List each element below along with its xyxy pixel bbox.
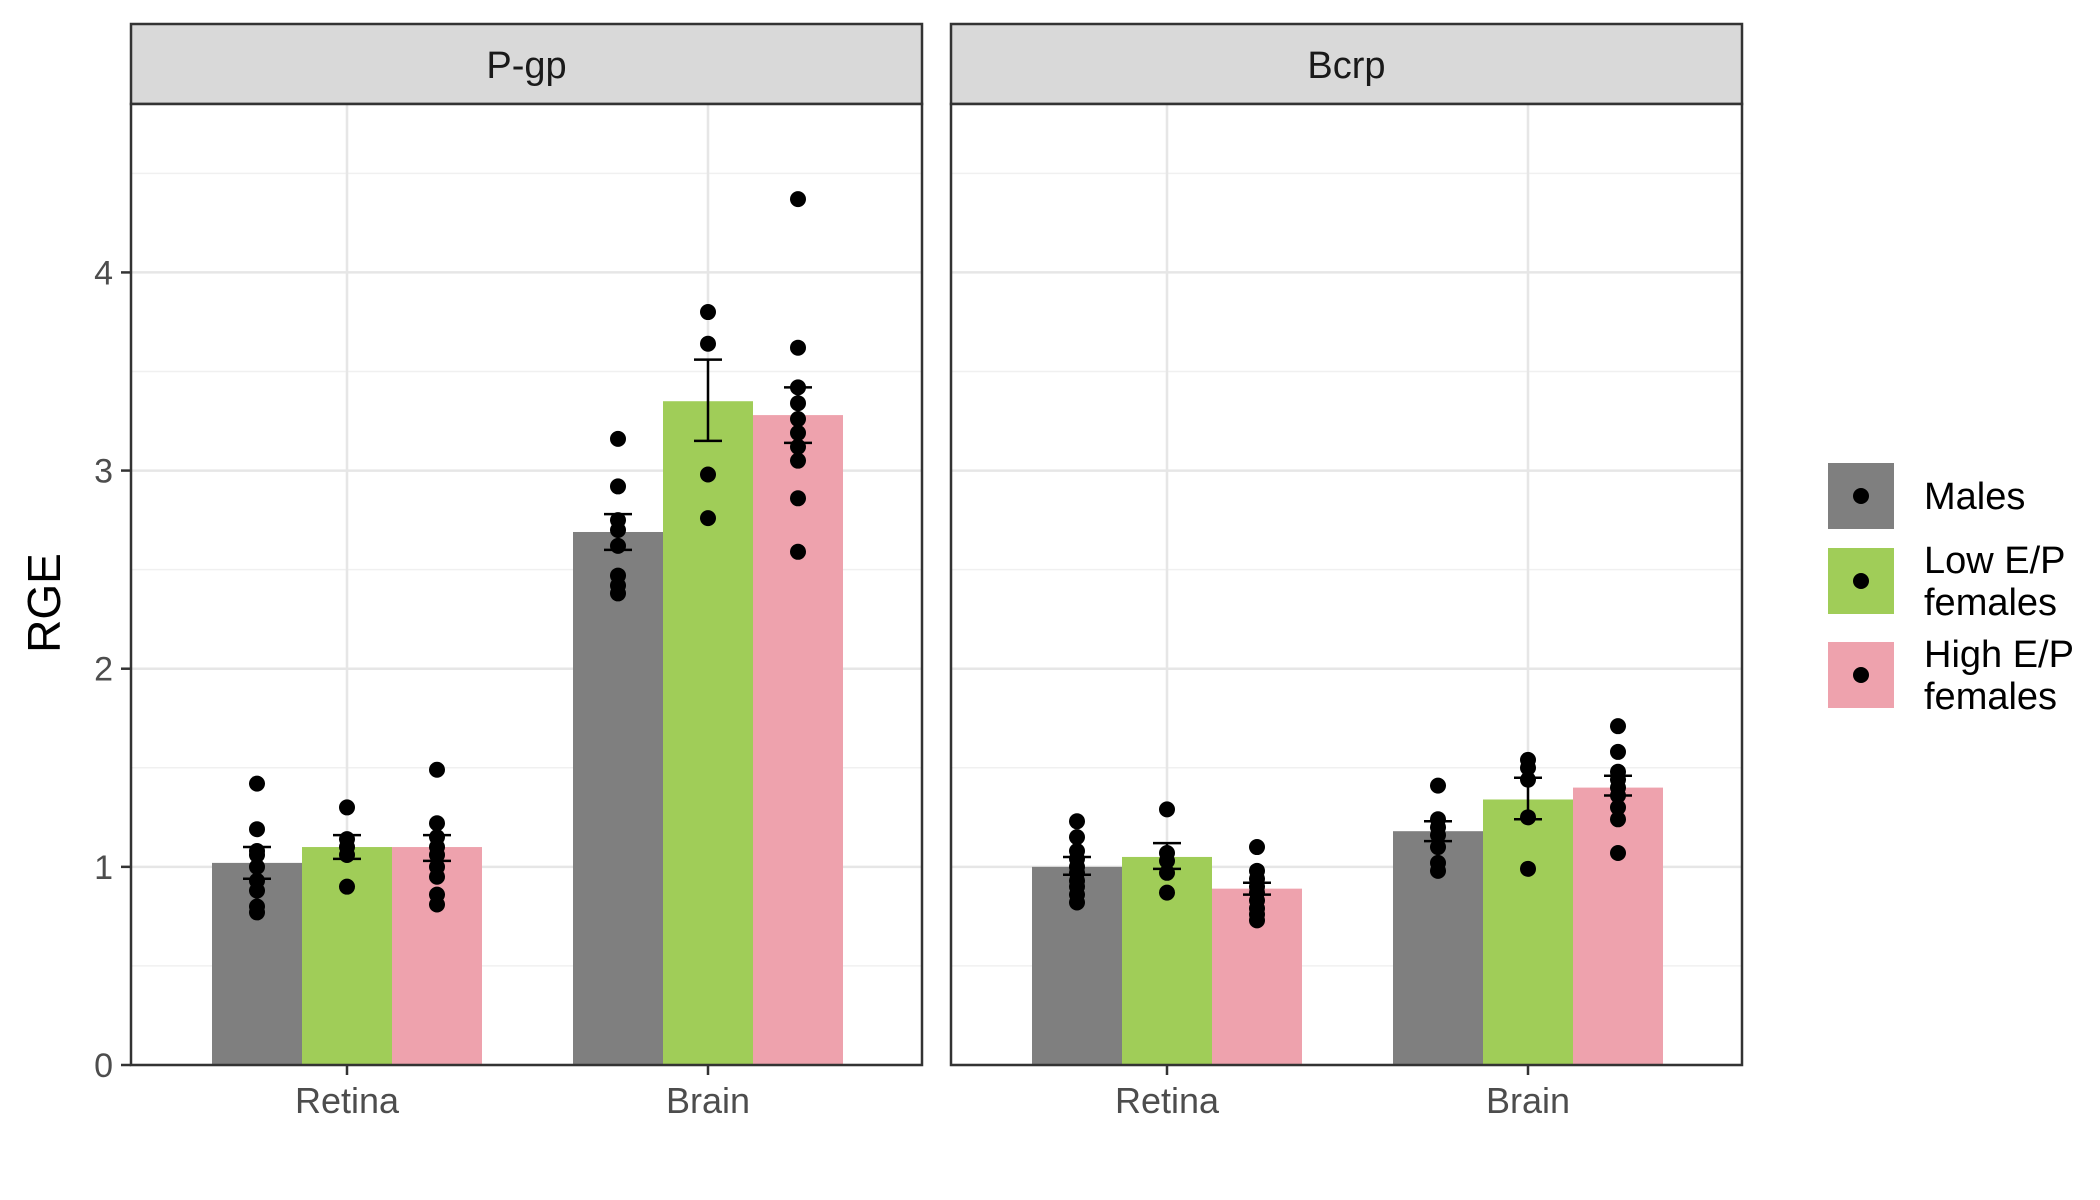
data-point [429, 761, 445, 778]
facet-panel-0: P-gp Retina Brain 0 1 2 3 4 [94, 22, 924, 1121]
data-point [429, 886, 445, 903]
data-point [1610, 811, 1626, 828]
bar-brain-1 [1483, 799, 1573, 1065]
y-tick-label: 4 [94, 254, 113, 292]
data-point [249, 858, 265, 875]
y-tick-label: 2 [94, 651, 113, 689]
y-axis-label: RGE [18, 553, 70, 653]
legend-label: females [1924, 676, 2057, 718]
data-point [1520, 809, 1536, 826]
data-point [249, 775, 265, 792]
data-point [429, 829, 445, 846]
panel-border [949, 102, 1744, 1067]
facet-strip [129, 22, 924, 106]
data-point [1610, 718, 1626, 735]
data-point [1159, 884, 1175, 901]
legend-key-point [1853, 488, 1869, 504]
bar-brain-1 [663, 401, 753, 1065]
data-point [1520, 751, 1536, 768]
data-point [610, 537, 626, 554]
data-point [610, 567, 626, 584]
error-bar [694, 358, 722, 443]
panels-layer: P-gp Retina Brain 0 1 2 3 4 Bcrp Retina Brain [94, 22, 1744, 1121]
y-tick-label: 1 [94, 849, 113, 887]
data-point [1159, 844, 1175, 861]
data-point [790, 452, 806, 469]
x-tick-label: Retina [295, 1080, 400, 1121]
data-point [700, 335, 716, 352]
legend-label: females [1924, 582, 2057, 624]
data-point [1610, 743, 1626, 760]
data-point [249, 898, 265, 915]
data-point [1520, 771, 1536, 788]
data-point [1249, 839, 1265, 856]
data-point [1159, 801, 1175, 818]
data-point [790, 543, 806, 560]
panel-border [129, 102, 924, 1067]
data-point [1520, 860, 1536, 877]
data-point [249, 872, 265, 889]
legend-label: Low E/P [1924, 540, 2066, 582]
data-point [1069, 829, 1085, 846]
data-point [610, 478, 626, 495]
y-tick-label: 3 [94, 453, 113, 491]
data-point [1430, 854, 1446, 871]
data-point [339, 799, 355, 816]
data-point [1069, 813, 1085, 830]
data-point [1069, 843, 1085, 860]
data-point [790, 424, 806, 441]
data-point [700, 304, 716, 321]
data-point [1610, 763, 1626, 780]
data-point [790, 411, 806, 428]
data-point [700, 466, 716, 483]
data-point [249, 843, 265, 860]
data-point [429, 858, 445, 875]
facet-title: P-gp [486, 45, 566, 87]
facet-strip [949, 22, 1744, 106]
data-point [339, 878, 355, 895]
legend-key-point [1853, 667, 1869, 683]
data-point [790, 490, 806, 507]
data-point [429, 815, 445, 832]
y-tick-label: 0 [94, 1047, 113, 1085]
data-point [1430, 839, 1446, 856]
legend-label: High E/P [1924, 634, 2074, 676]
data-point [1610, 799, 1626, 816]
data-point [790, 438, 806, 455]
data-point [1159, 864, 1175, 881]
bar-brain-0 [573, 531, 663, 1065]
data-point [610, 512, 626, 529]
legend-label: Males [1924, 476, 2025, 518]
data-point [1610, 844, 1626, 861]
data-point [790, 379, 806, 396]
data-point [249, 821, 265, 838]
legend-item-0: Males [1828, 463, 2025, 529]
data-point [790, 339, 806, 356]
data-point [790, 395, 806, 412]
x-tick-label: Retina [1115, 1080, 1220, 1121]
data-point [339, 831, 355, 848]
data-point [610, 430, 626, 447]
x-tick-label: Brain [666, 1080, 750, 1121]
bar-brain-2 [1573, 787, 1663, 1065]
x-tick-label: Brain [1486, 1080, 1570, 1121]
legend-key-point [1853, 573, 1869, 589]
data-point [1430, 811, 1446, 828]
facet-panel-1: Bcrp Retina Brain [949, 22, 1744, 1121]
data-point [1249, 862, 1265, 879]
data-point [700, 510, 716, 527]
data-point [1430, 777, 1446, 794]
data-point [790, 191, 806, 208]
facet-title: Bcrp [1307, 45, 1385, 87]
bar-brain-2 [753, 415, 843, 1065]
